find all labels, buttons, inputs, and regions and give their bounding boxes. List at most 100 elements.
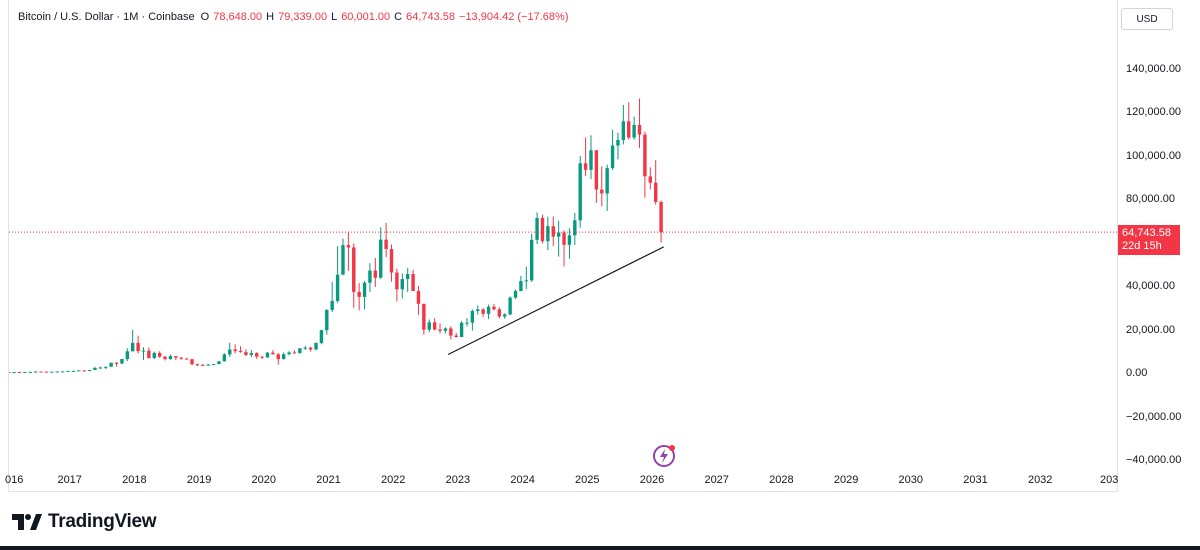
candle	[325, 309, 329, 335]
candle	[39, 371, 43, 373]
currency-button[interactable]: USD	[1121, 8, 1173, 30]
candle	[524, 266, 528, 290]
candle	[147, 347, 151, 359]
chart-pane[interactable]	[8, 0, 1119, 492]
candle	[508, 296, 512, 316]
candle	[109, 362, 113, 368]
candle-body	[594, 150, 599, 190]
candle-body	[556, 232, 561, 237]
candle-body	[352, 247, 356, 292]
candle-body	[141, 350, 146, 352]
candle	[389, 244, 394, 282]
candle-body	[427, 322, 431, 330]
candle	[540, 214, 545, 244]
low-value: 60,001.00	[341, 11, 391, 23]
change-value: −13,904.42 (−17.68%)	[459, 11, 569, 23]
candle-body	[271, 352, 275, 355]
candle-body	[87, 370, 92, 372]
candle-body	[298, 348, 302, 354]
candle-body	[292, 352, 297, 354]
time-tick-label: 2023	[445, 474, 471, 486]
candle-body	[152, 352, 156, 358]
candle-body	[438, 329, 442, 331]
candle-body	[486, 306, 491, 314]
candle	[610, 129, 615, 170]
candle-body	[120, 358, 124, 364]
candle-body	[9, 372, 11, 374]
candle-body	[249, 353, 254, 355]
symbol-title[interactable]: Bitcoin / U.S. Dollar · 1M · Coinbase	[18, 11, 195, 23]
time-tick-label: 2027	[704, 474, 729, 486]
open-value: 78,648.00	[213, 11, 263, 23]
candle-body	[206, 364, 210, 366]
candle	[556, 220, 561, 257]
candle-body	[648, 176, 653, 183]
candle-body	[98, 367, 103, 369]
candle-body	[44, 371, 49, 373]
candle	[492, 303, 496, 311]
candle-body	[653, 182, 658, 202]
candle-body	[82, 370, 86, 372]
time-axis[interactable]	[0, 466, 1118, 492]
candle-body	[362, 282, 367, 297]
candle	[373, 257, 378, 287]
candle-body	[147, 350, 151, 358]
price-tick-label: −20,000.00	[1126, 410, 1182, 423]
candle-body	[66, 370, 70, 372]
candle-body	[540, 217, 545, 242]
candle-body	[28, 371, 32, 373]
close-label: C	[394, 11, 403, 23]
candle-body	[562, 232, 566, 245]
price-tick-label: 20,000.00	[1126, 323, 1175, 336]
candle-body	[60, 371, 65, 373]
candle	[341, 238, 345, 276]
candle	[222, 353, 227, 362]
candle-body	[519, 281, 523, 292]
candle-body	[583, 163, 588, 170]
candle	[292, 350, 297, 354]
candle-body	[276, 354, 280, 360]
candle-body	[168, 356, 173, 360]
candle	[384, 222, 388, 258]
time-tick-label: 2022	[380, 474, 406, 486]
candle	[136, 335, 140, 354]
candle-body	[610, 145, 615, 169]
time-tick-label: 203	[1100, 474, 1119, 486]
candle	[659, 200, 663, 243]
candle	[260, 356, 264, 360]
brand-name: TradingView	[48, 511, 157, 532]
time-tick-label: 2026	[639, 474, 665, 486]
candle-body	[303, 347, 307, 349]
candle-body	[503, 314, 507, 317]
candle-body	[33, 371, 38, 373]
price-tick-label: 0.00	[1126, 367, 1148, 379]
lightning-badge-icon[interactable]	[651, 443, 677, 469]
candle	[255, 352, 259, 359]
candle	[131, 329, 135, 352]
candle-body	[481, 309, 485, 314]
candle	[174, 356, 178, 361]
candle-body	[605, 168, 609, 194]
candle-body	[476, 309, 480, 312]
candle	[594, 150, 599, 203]
candle	[427, 319, 431, 333]
candle-body	[632, 124, 636, 138]
candle	[211, 363, 216, 366]
candle-body	[23, 372, 27, 374]
candle-body	[405, 274, 410, 280]
last-price-label: 64,743.58 22d 15h	[1118, 225, 1180, 256]
candlestick-chart[interactable]	[9, 0, 1119, 492]
candle	[443, 327, 448, 334]
candle-body	[432, 322, 437, 330]
candle	[352, 243, 356, 308]
trendline[interactable]	[447, 246, 665, 356]
candle-body	[443, 328, 448, 331]
candle	[98, 366, 103, 369]
candle	[201, 364, 205, 366]
price-tick-label: 140,000.00	[1126, 62, 1182, 75]
candle-body	[125, 351, 130, 359]
candle	[228, 342, 232, 357]
candle	[578, 155, 582, 228]
candle-body	[93, 367, 97, 371]
